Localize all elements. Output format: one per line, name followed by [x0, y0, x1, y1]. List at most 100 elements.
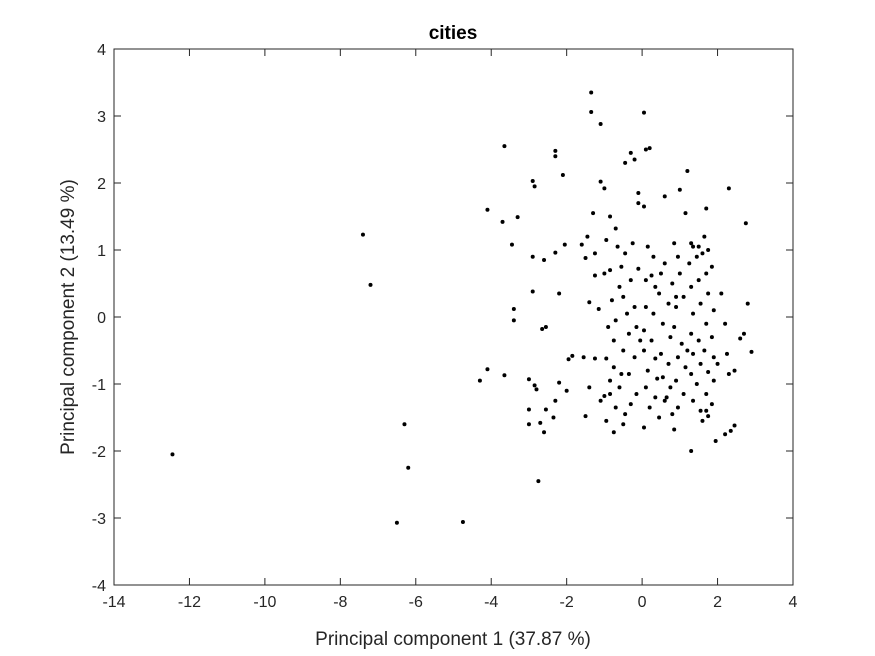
data-point	[691, 311, 696, 316]
x-axis-ticks: -14 -12 -10 -8 -6 -4 -2 0 2 4	[102, 49, 798, 611]
data-points	[170, 90, 754, 525]
data-point	[638, 338, 643, 343]
y-tick-label: 1	[97, 243, 106, 260]
data-point	[724, 351, 729, 356]
data-point	[704, 206, 709, 211]
data-point	[675, 355, 680, 360]
data-point	[657, 291, 662, 296]
y-tick-label: -3	[92, 511, 106, 528]
data-point	[726, 371, 731, 376]
data-point	[530, 289, 535, 294]
data-point	[653, 356, 658, 361]
data-point	[641, 348, 646, 353]
data-point	[511, 306, 516, 311]
data-point	[502, 373, 507, 378]
data-point	[585, 234, 590, 239]
data-point	[658, 351, 663, 356]
data-point	[632, 304, 637, 309]
data-point	[406, 465, 411, 470]
data-point	[604, 418, 609, 423]
data-point	[704, 321, 709, 326]
data-point	[621, 422, 626, 427]
data-point	[542, 430, 547, 435]
x-tick-label: -6	[409, 594, 423, 611]
data-point	[543, 325, 548, 330]
data-point	[677, 271, 682, 276]
data-point	[681, 392, 686, 397]
data-point	[368, 282, 373, 287]
y-axis-label: Principal component 2 (13.49 %)	[58, 179, 79, 455]
data-point	[711, 355, 716, 360]
data-point	[636, 201, 641, 206]
data-point	[670, 281, 675, 286]
data-point	[691, 398, 696, 403]
data-point	[511, 318, 516, 323]
data-point	[643, 278, 648, 283]
data-point	[657, 415, 662, 420]
data-point	[611, 338, 616, 343]
data-point	[581, 355, 586, 360]
chart-title: cities	[429, 23, 478, 44]
data-point	[515, 215, 520, 220]
data-point	[698, 301, 703, 306]
data-point	[553, 250, 558, 255]
data-point	[587, 300, 592, 305]
x-tick-label: -8	[333, 594, 347, 611]
y-tick-label: 4	[97, 42, 106, 59]
data-point	[653, 284, 658, 289]
data-point	[641, 204, 646, 209]
data-point	[683, 211, 688, 216]
data-point	[360, 232, 365, 237]
data-point	[602, 394, 607, 399]
data-point	[660, 321, 665, 326]
data-point	[608, 268, 613, 273]
x-tick-label: -14	[102, 594, 125, 611]
data-point	[621, 294, 626, 299]
data-point	[658, 271, 663, 276]
data-point	[634, 325, 639, 330]
data-point	[477, 378, 482, 383]
data-point	[623, 251, 628, 256]
y-tick-label: 3	[97, 109, 106, 126]
data-point	[526, 422, 531, 427]
data-point	[741, 331, 746, 336]
data-point	[664, 395, 669, 400]
data-point	[602, 271, 607, 276]
data-point	[704, 392, 709, 397]
x-tick-label: -10	[253, 594, 276, 611]
data-point	[530, 254, 535, 259]
data-point	[530, 178, 535, 183]
data-point	[623, 160, 628, 165]
data-point	[653, 395, 658, 400]
data-point	[643, 385, 648, 390]
data-point	[700, 251, 705, 256]
data-point	[619, 264, 624, 269]
data-point	[662, 261, 667, 266]
data-point	[542, 258, 547, 263]
data-point	[583, 256, 588, 261]
data-point	[617, 284, 622, 289]
data-point	[672, 241, 677, 246]
y-tick-label: 2	[97, 176, 106, 193]
data-point	[738, 336, 743, 341]
data-point	[613, 405, 618, 410]
data-point	[709, 402, 714, 407]
data-point	[615, 244, 620, 249]
data-point	[560, 172, 565, 177]
data-point	[723, 321, 728, 326]
data-point	[706, 248, 711, 252]
x-tick-label: 2	[713, 594, 722, 611]
data-point	[666, 301, 671, 306]
data-point	[674, 294, 679, 299]
data-point	[557, 380, 562, 385]
data-point	[634, 392, 639, 397]
data-point	[689, 241, 694, 246]
data-point	[628, 402, 633, 407]
plot-area	[113, 48, 794, 586]
data-point	[538, 420, 543, 425]
data-point	[628, 278, 633, 283]
data-point	[645, 368, 650, 373]
data-point	[660, 375, 665, 380]
data-point	[675, 254, 680, 259]
